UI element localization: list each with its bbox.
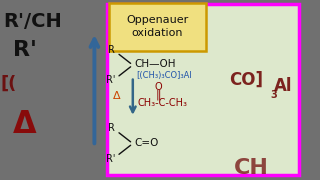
Text: Al: Al <box>274 77 292 95</box>
Text: CH: CH <box>234 158 268 178</box>
Text: [(: [( <box>0 75 16 93</box>
Text: O: O <box>155 82 162 92</box>
Text: CH—OH: CH—OH <box>134 59 176 69</box>
Text: R': R' <box>106 75 115 85</box>
Text: ‖: ‖ <box>156 90 161 100</box>
Text: [(CH₃)₃CO]₃Al: [(CH₃)₃CO]₃Al <box>136 71 192 80</box>
Text: R': R' <box>13 40 37 60</box>
Text: R: R <box>108 123 115 133</box>
Text: R: R <box>108 45 115 55</box>
Text: CH₃-C-CH₃: CH₃-C-CH₃ <box>138 98 188 108</box>
FancyBboxPatch shape <box>109 3 206 51</box>
Text: R': R' <box>106 154 115 164</box>
Text: Δ: Δ <box>113 91 121 101</box>
Text: CO]: CO] <box>229 71 263 89</box>
Text: 3: 3 <box>270 90 277 100</box>
Text: Oppenauer
oxidation: Oppenauer oxidation <box>126 15 189 38</box>
Text: R'/CH: R'/CH <box>3 12 62 32</box>
Text: C=O: C=O <box>134 138 159 148</box>
FancyBboxPatch shape <box>107 4 299 175</box>
Text: Δ: Δ <box>13 110 36 139</box>
